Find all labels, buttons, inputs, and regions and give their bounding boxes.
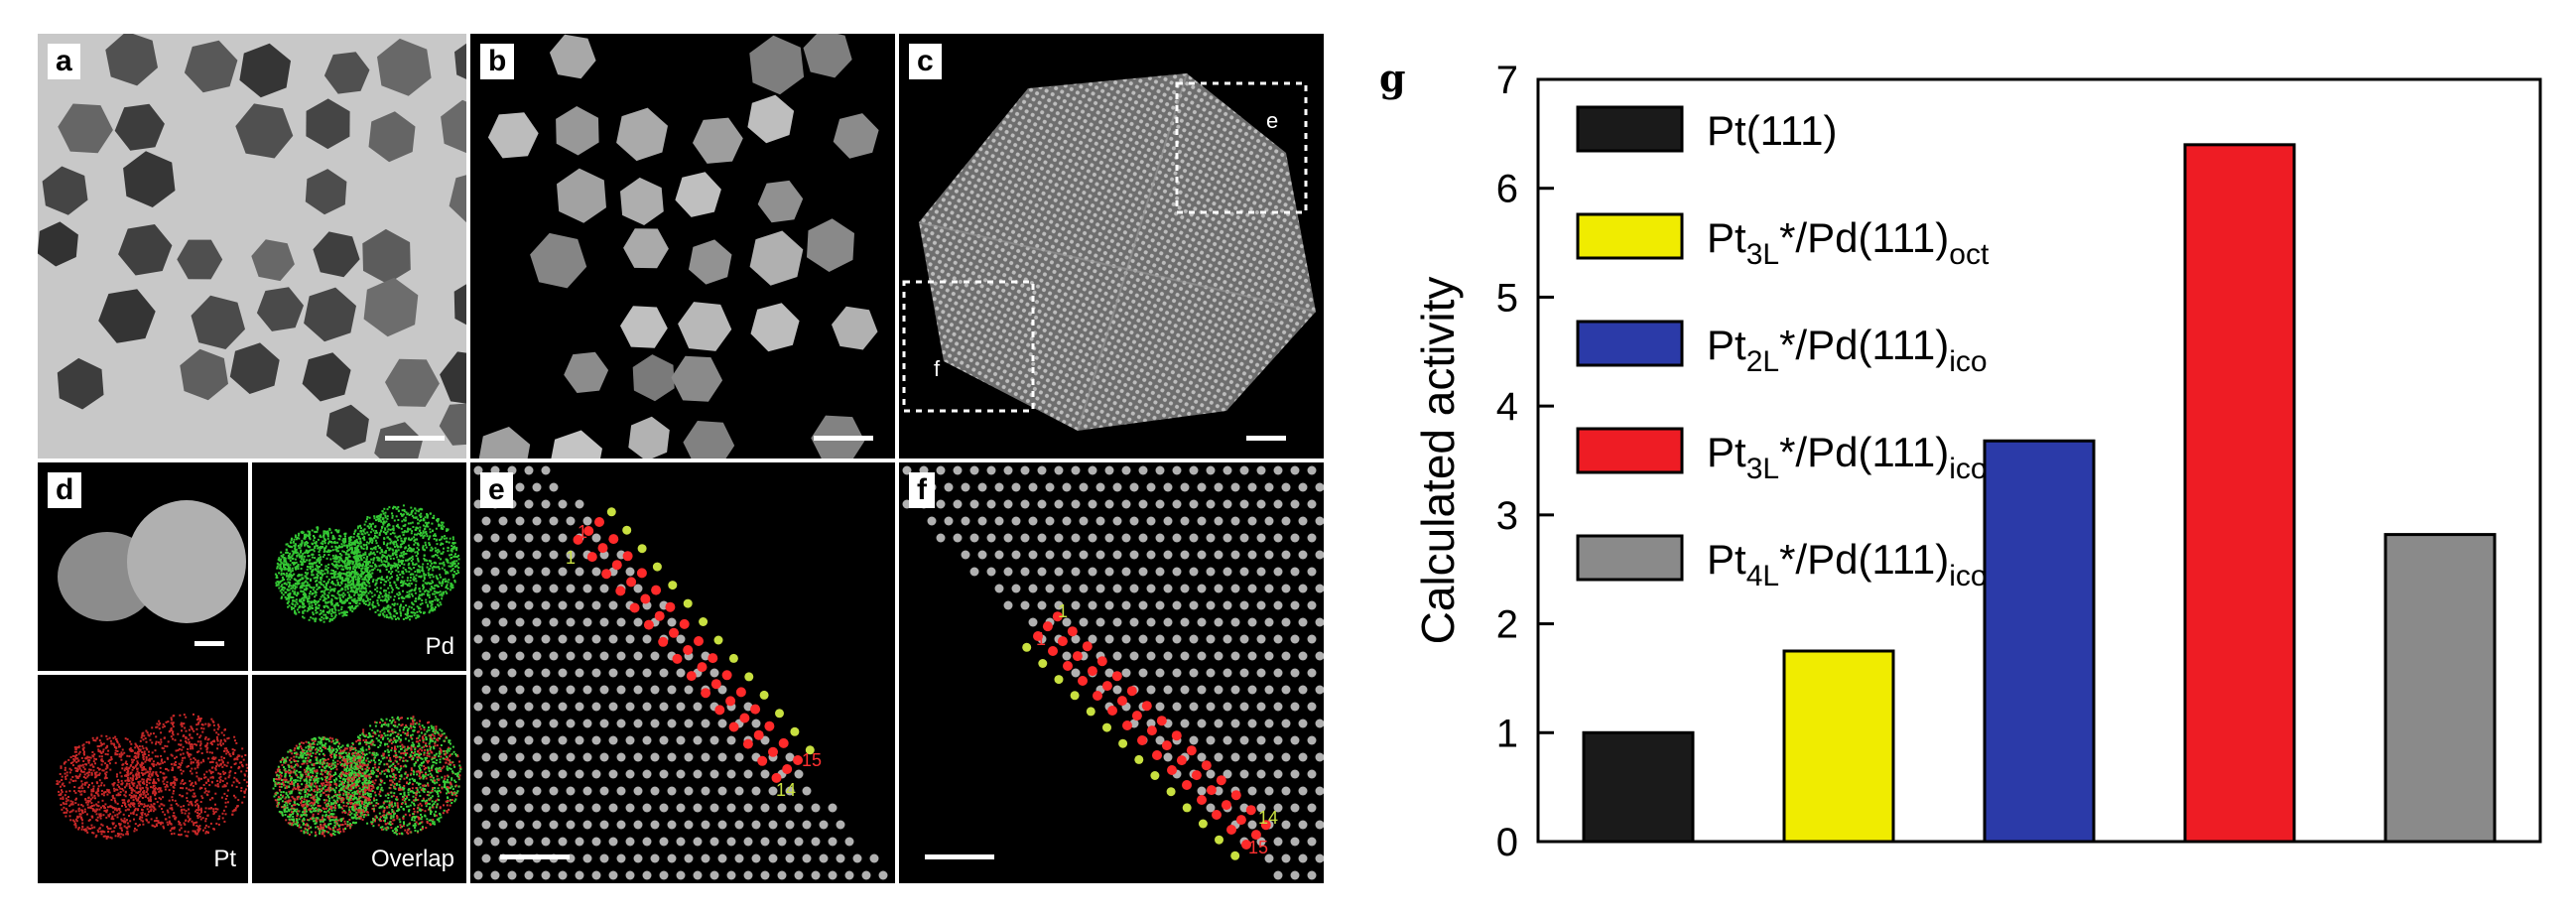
scale-bar-d: [194, 641, 224, 646]
y-axis-label: Calculated activity: [1412, 277, 1464, 645]
panel-label-e: e: [480, 472, 513, 508]
panel-label-f: f: [909, 472, 935, 508]
y-tick-label: 5: [1496, 276, 1518, 320]
legend-swatch-1: [1576, 105, 1684, 153]
panel-label-d: d: [48, 472, 82, 508]
single-particle-image: [902, 72, 1317, 432]
panel-label-g: g: [1379, 56, 1406, 100]
scale-bar-e: [500, 854, 570, 859]
box-label-e: e: [1266, 108, 1279, 133]
panel-label-b: b: [480, 44, 515, 79]
eds-pd-map-tile: Pd: [252, 462, 466, 671]
eds-pd-label: Pd: [425, 633, 454, 660]
eds-haadf-tile: d: [38, 462, 248, 671]
atom-label-f-red-start: 1: [1036, 629, 1047, 649]
eds-pt-label: Pt: [213, 846, 236, 872]
legend-swatch-5: [1576, 534, 1684, 582]
legend-swatch-4: [1576, 427, 1684, 474]
panel-a-tem-image: a: [38, 34, 466, 458]
panel-d-eds-maps: d Pd Pt Overlap: [38, 462, 466, 883]
scale-bar-b: [814, 436, 873, 441]
panel-b-haadf-image: b: [470, 34, 895, 458]
legend-label-4: Pt3L*/Pd(111)ico: [1707, 429, 1988, 485]
atom-label-e-red-start: 1: [578, 522, 588, 542]
bar-5: Pt4L*/Pd(111)ico: 2.82: [2383, 533, 2497, 844]
y-tick-label: 1: [1496, 712, 1518, 755]
atom-label-e-green-start: 1: [566, 548, 577, 568]
panel-label-a: a: [48, 44, 80, 79]
atom-label-f-green-start: 1: [1058, 601, 1069, 621]
atom-label-e-red-end: 15: [802, 750, 823, 770]
eds-pt-map-tile: Pt: [38, 675, 248, 883]
haadf-particles-image: [478, 34, 879, 458]
tem-particles-image: [38, 34, 466, 458]
bar-4: Pt3L*/Pd(111)ico: 6.4: [2183, 143, 2296, 844]
panel-c-single-particle: c e f: [899, 34, 1324, 458]
y-tick-label: 6: [1496, 168, 1518, 211]
y-tick-label: 2: [1496, 603, 1518, 647]
y-tick-label: 3: [1496, 494, 1518, 538]
box-label-f: f: [934, 356, 941, 381]
panel-e-atomic-edge: e 1 1 15 14: [470, 462, 895, 883]
y-tick-label: 0: [1496, 821, 1518, 864]
legend-label-3: Pt2L*/Pd(111)ico: [1707, 322, 1988, 378]
legend-swatch-3: [1576, 320, 1684, 367]
scale-bar-a: [385, 436, 445, 441]
scale-bar-c: [1246, 436, 1286, 441]
panel-g-activity-chart: g 0 1 2 3 4 5 6 7 Calculated activity Pt(111): 1 P…: [1369, 40, 2576, 913]
scale-bar-f: [925, 854, 994, 859]
panel-label-c: c: [909, 44, 942, 79]
legend-label-2: Pt3L*/Pd(111)oct: [1707, 214, 1990, 271]
atom-label-f-red-end: 15: [1248, 838, 1269, 857]
bar-chart: 0 1 2 3 4 5 6 7 Calculated activity Pt(111): 1 Pt3…: [1412, 59, 2542, 864]
bar-2: Pt3L*/Pd(111)oct: 1.75: [1782, 649, 1895, 844]
legend-label-5: Pt4L*/Pd(111)ico: [1707, 536, 1988, 592]
panel-f-atomic-edge: f 1 1 14 15: [899, 462, 1324, 883]
atom-label-e-green-end: 14: [776, 780, 797, 800]
legend: Pt(111) Pt3L*/Pd(111)oct Pt2L*/Pd(111)ico P…: [1576, 105, 1990, 592]
bar-1: Pt(111): 1: [1582, 730, 1695, 844]
eds-overlap-map-tile: Overlap: [252, 675, 466, 883]
eds-overlap-label: Overlap: [370, 846, 454, 872]
legend-label-1: Pt(111): [1707, 107, 1838, 154]
y-tick-label: 4: [1496, 385, 1518, 429]
y-tick-label: 7: [1496, 59, 1518, 102]
atom-label-f-green-end: 14: [1258, 808, 1279, 828]
bar-3: Pt2L*/Pd(111)ico: 3.68: [1983, 439, 2096, 844]
legend-swatch-2: [1576, 212, 1684, 260]
